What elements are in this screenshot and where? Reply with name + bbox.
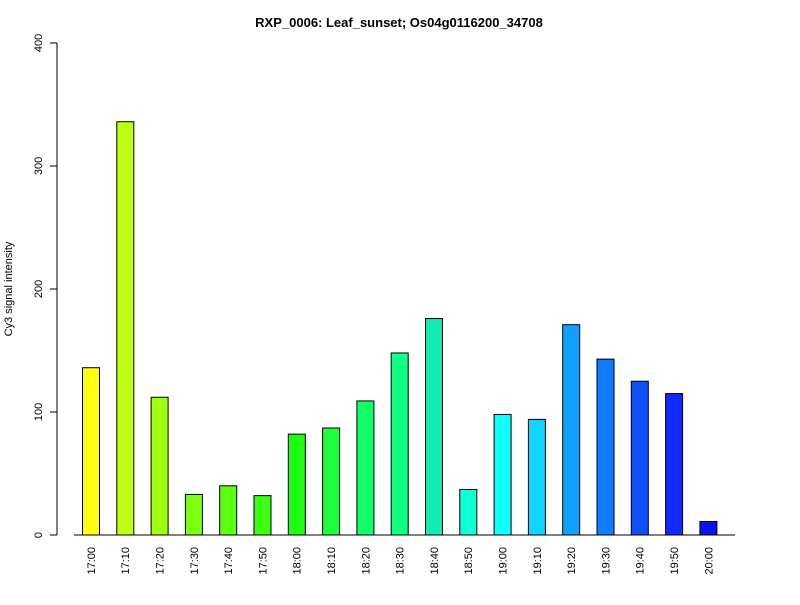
bar-17:40 bbox=[219, 485, 238, 536]
bar-17:00 bbox=[82, 367, 100, 536]
x-tick-label: 19:00 bbox=[497, 547, 509, 575]
x-tick-label: 18:00 bbox=[292, 547, 304, 575]
x-tick-label: 19:20 bbox=[566, 547, 578, 575]
x-tick-label: 18:30 bbox=[395, 547, 407, 575]
y-tick-label: 200 bbox=[33, 280, 45, 298]
x-tick-label: 17:50 bbox=[257, 547, 269, 575]
bar-19:50 bbox=[665, 393, 684, 536]
bar-19:20 bbox=[562, 324, 581, 536]
x-tick-label: 18:10 bbox=[326, 547, 338, 575]
bar-18:10 bbox=[322, 427, 341, 536]
bars-group bbox=[82, 121, 718, 536]
y-tick-label: 100 bbox=[33, 403, 45, 421]
bar-19:10 bbox=[527, 418, 546, 536]
x-tick-label: 17:10 bbox=[120, 547, 132, 575]
x-tick-label: 17:40 bbox=[223, 547, 235, 575]
bar-19:40 bbox=[630, 380, 649, 536]
y-tick-label: 0 bbox=[33, 532, 45, 538]
x-tick-label: 19:10 bbox=[532, 547, 544, 575]
x-tick-label: 19:30 bbox=[600, 547, 612, 575]
x-tick-label: 18:40 bbox=[429, 547, 441, 575]
bar-17:50 bbox=[253, 495, 272, 536]
bar-18:40 bbox=[425, 318, 443, 536]
bar-18:00 bbox=[287, 433, 306, 536]
x-tick-label: 17:20 bbox=[154, 547, 166, 575]
bar-18:20 bbox=[356, 400, 375, 536]
y-tick-label: 300 bbox=[33, 157, 45, 175]
bar-18:30 bbox=[390, 352, 409, 536]
bar-17:30 bbox=[184, 493, 203, 536]
y-axis: 0 100 200 300 400 bbox=[33, 34, 58, 538]
x-tick-label: 20:00 bbox=[703, 547, 715, 575]
x-tick-label: 17:30 bbox=[189, 547, 201, 575]
x-axis: 17:00 17:10 17:20 17:30 17:40 17:50 18:00 18:10… bbox=[74, 534, 735, 575]
bar-17:10 bbox=[116, 121, 135, 536]
bar-19:30 bbox=[596, 358, 615, 536]
x-tick-label: 17:00 bbox=[86, 547, 98, 575]
y-axis-title: Cy3 signal intensity bbox=[3, 241, 15, 336]
x-tick-label: 18:20 bbox=[360, 547, 372, 575]
bar-20:00 bbox=[699, 520, 718, 536]
y-tick-label: 400 bbox=[33, 34, 45, 52]
bar-17:20 bbox=[150, 396, 169, 536]
bar-19:00 bbox=[493, 413, 512, 536]
x-tick-label: 19:50 bbox=[669, 547, 681, 575]
x-tick-label: 18:50 bbox=[463, 547, 475, 575]
chart-title: RXP_0006: Leaf_sunset; Os04g0116200_3470… bbox=[255, 15, 543, 30]
bar-18:50 bbox=[459, 488, 478, 536]
x-tick-label: 19:40 bbox=[635, 547, 647, 575]
